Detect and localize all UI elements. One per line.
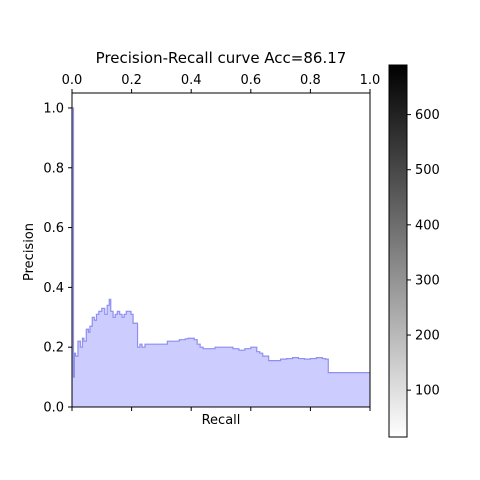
y-tick-label: 0.6: [43, 221, 64, 236]
x-tick-label: 0.2: [121, 73, 142, 88]
pr-curve-line: [72, 107, 370, 378]
x-tick-label: 1.0: [360, 73, 381, 88]
pr-area-layer: [72, 107, 370, 407]
pr-area-fill: [72, 107, 370, 407]
colorbar-tick-label: 400: [415, 218, 440, 233]
x-tick-label: 0.8: [300, 73, 321, 88]
colorbar: [388, 64, 408, 438]
colorbar-tick-label: 500: [415, 163, 440, 178]
x-ticks-bottom: [71, 407, 371, 411]
y-tick-label: 0.4: [43, 281, 64, 296]
colorbar-tick-label: 600: [415, 108, 440, 123]
chart-title: Precision-Recall curve Acc=86.17: [96, 49, 347, 67]
colorbar-tick-label: 200: [415, 329, 440, 344]
y-tick-label: 0.0: [43, 401, 64, 416]
y-tick-label: 0.2: [43, 341, 64, 356]
y-tick-label: 0.8: [43, 161, 64, 176]
colorbar-ticks: 100 200 300 400 500 600: [407, 108, 440, 399]
colorbar-tick-label: 100: [415, 384, 440, 399]
y-tick-label: 1.0: [43, 101, 64, 116]
y-ticks: 0.0 0.2 0.4 0.6 0.8 1.0: [43, 101, 72, 416]
x-tick-label: 0.0: [62, 73, 83, 88]
x-tick-label: 0.6: [240, 73, 261, 88]
x-axis-label: Recall: [202, 413, 241, 428]
pr-line-layer: [72, 107, 370, 378]
x-ticks-top: 0.0 0.2 0.4 0.6 0.8 1.0: [62, 73, 381, 93]
y-axis-label: Precision: [22, 223, 37, 281]
colorbar-tick-label: 300: [415, 273, 440, 288]
plot-frame: [71, 92, 371, 408]
x-tick-label: 0.4: [181, 73, 202, 88]
